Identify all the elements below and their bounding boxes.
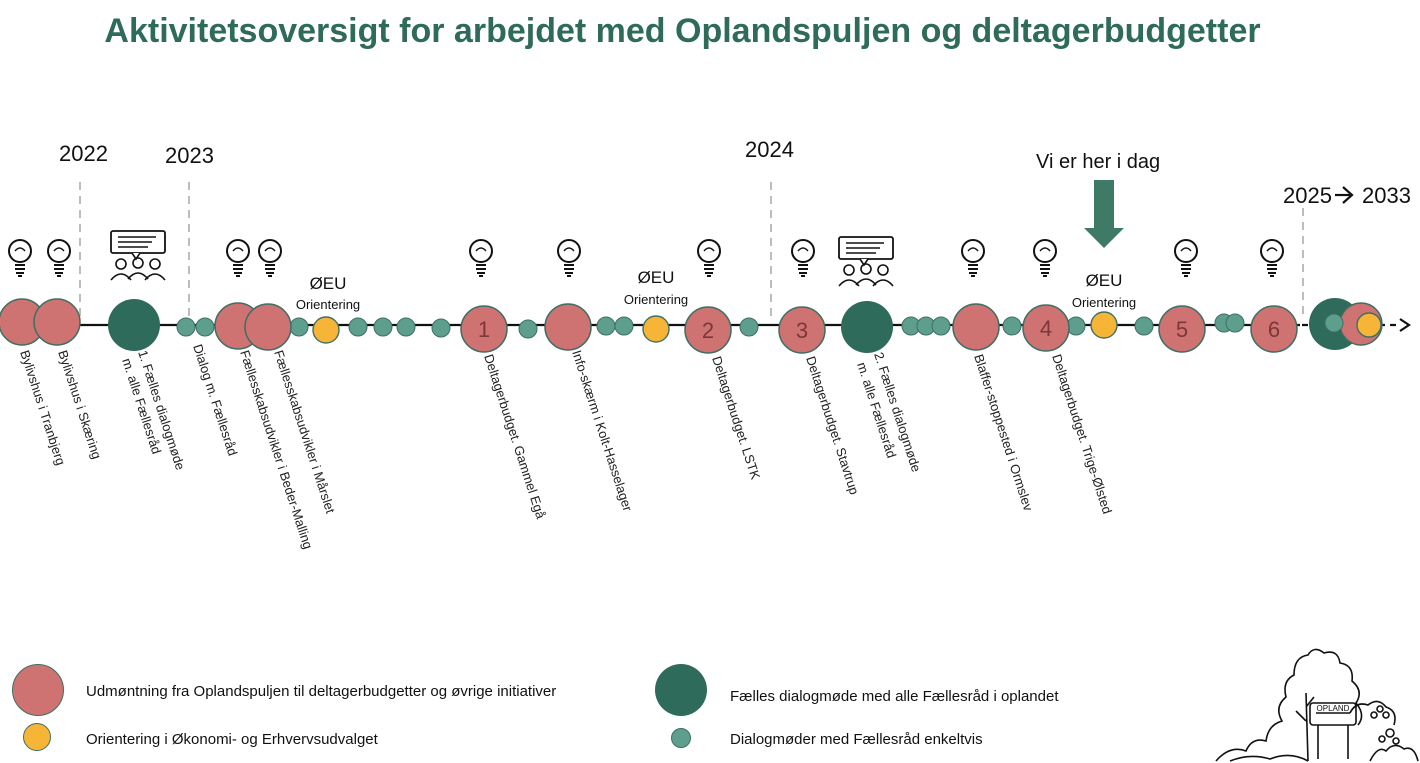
oeu-label: ØEU bbox=[1086, 271, 1123, 290]
faelles-dialogmoede-circle bbox=[108, 299, 160, 351]
lightbulb-icon bbox=[1174, 239, 1198, 277]
lightbulb-icon bbox=[557, 239, 581, 277]
dialog-dot bbox=[1134, 316, 1154, 336]
udmoentning-circle bbox=[684, 306, 732, 354]
dialog-dot bbox=[373, 317, 393, 337]
lightbulb-icon bbox=[8, 239, 32, 277]
year-2033: 2033 bbox=[1362, 183, 1411, 208]
lightbulb-icon bbox=[258, 239, 282, 277]
udmoentning-circle bbox=[1158, 305, 1206, 353]
meeting-speech-icon bbox=[838, 236, 894, 287]
orientering-label: Orientering bbox=[624, 292, 688, 307]
dialog-dot bbox=[596, 316, 616, 336]
dialog-dot bbox=[739, 317, 759, 337]
legend-udmoentning-swatch bbox=[12, 664, 64, 716]
dialog-dot bbox=[289, 317, 309, 337]
dialog-dot bbox=[195, 317, 215, 337]
event-label: Deltagerbudget. Trige-Ølsted bbox=[1049, 352, 1115, 515]
event-label: Dialog m. Fællesråd bbox=[190, 342, 240, 457]
dialog-dot bbox=[1002, 316, 1022, 336]
udmoentning-circle bbox=[460, 305, 508, 353]
page-title: Aktivitetsoversigt for arbejdet med Opla… bbox=[104, 12, 1261, 50]
udmoentning-circle bbox=[33, 298, 81, 346]
legend-faelles-text: Fælles dialogmøde med alle Fællesråd i o… bbox=[730, 688, 1059, 705]
oeu-label: ØEU bbox=[638, 268, 675, 287]
orientering-dot bbox=[1356, 312, 1382, 338]
event-label: Info-skærm i Kolt-Hasselager bbox=[569, 348, 635, 513]
lightbulb-icon bbox=[47, 239, 71, 277]
legend-orientering-text: Orientering i Økonomi- og Erhvervsudvalg… bbox=[86, 731, 378, 748]
down-arrow-icon bbox=[1084, 180, 1124, 248]
number-2: 2 bbox=[702, 318, 714, 343]
right-arrow-icon bbox=[1335, 186, 1354, 204]
legend-faelles-swatch bbox=[655, 664, 707, 716]
event-label: Deltagerbudget. LSTK bbox=[709, 354, 763, 481]
year-2025: 2025 bbox=[1283, 183, 1332, 208]
dialog-dot bbox=[614, 316, 634, 336]
meeting-speech-icon bbox=[110, 230, 166, 281]
dialog-dots bbox=[176, 313, 1245, 339]
number-5: 5 bbox=[1176, 317, 1188, 342]
orientering-dot bbox=[642, 315, 670, 343]
orientering-dot bbox=[1090, 311, 1118, 339]
number-1: 1 bbox=[478, 317, 490, 342]
year-2024: 2024 bbox=[745, 137, 794, 162]
year-2023: 2023 bbox=[165, 143, 214, 168]
oeu-label: ØEU bbox=[310, 274, 347, 293]
event-label: Fællesskabsudvikler i Mårslet bbox=[271, 348, 338, 515]
legend-dialog-swatch bbox=[671, 728, 691, 748]
dialog-dot bbox=[931, 316, 951, 336]
udmoentning-circle bbox=[1250, 305, 1298, 353]
timeline-arrowhead bbox=[1399, 318, 1411, 332]
legend-udmoentning-text: Udmøntning fra Oplandspuljen til deltage… bbox=[86, 683, 557, 700]
udmoentning-circle bbox=[952, 303, 1000, 351]
lightbulb-icon bbox=[1033, 239, 1057, 277]
dialog-dot bbox=[176, 317, 196, 337]
udmoentning-circle bbox=[778, 306, 826, 354]
faelles-dialogmoede-circle bbox=[841, 301, 893, 353]
lightbulb-icon bbox=[226, 239, 250, 277]
dialog-dot bbox=[431, 318, 451, 338]
legend-dialog-text: Dialogmøder med Fællesråd enkeltvis bbox=[730, 731, 983, 748]
logo-text: OPLAND bbox=[1317, 704, 1350, 713]
dialog-dot bbox=[518, 319, 538, 339]
number-4: 4 bbox=[1040, 316, 1052, 341]
udmoentning-circle bbox=[544, 303, 592, 351]
orientering-label: Orientering bbox=[296, 297, 360, 312]
timeline-diagram: 2022 2023 2024 2025 2033 Vi er her i dag… bbox=[0, 137, 1411, 551]
legend-orientering-swatch bbox=[23, 723, 51, 751]
udmoentning-circle bbox=[1022, 304, 1070, 352]
lightbulb-icon bbox=[961, 239, 985, 277]
dialog-dot bbox=[396, 317, 416, 337]
number-6: 6 bbox=[1268, 317, 1280, 342]
lightbulb-icon bbox=[791, 239, 815, 277]
here-marker-label: Vi er her i dag bbox=[1036, 151, 1160, 173]
orientering-label: Orientering bbox=[1072, 295, 1136, 310]
orientering-dot bbox=[312, 316, 340, 344]
dialog-dot bbox=[348, 317, 368, 337]
lightbulb-icon bbox=[1260, 239, 1284, 277]
dialog-dot bbox=[1066, 316, 1086, 336]
event-label: Deltagerbudget. Stavtrup bbox=[803, 354, 862, 496]
udmoentning-circle bbox=[244, 303, 292, 351]
year-2022: 2022 bbox=[59, 141, 108, 166]
event-label: Deltagerbudget. Gammel Egå bbox=[481, 352, 549, 521]
dialog-dot bbox=[1225, 313, 1245, 333]
lightbulb-icon bbox=[469, 239, 493, 277]
dialog-dot bbox=[1324, 313, 1344, 333]
opland-logo-icon: OPLAND bbox=[1215, 648, 1419, 762]
number-3: 3 bbox=[796, 318, 808, 343]
event-label: Blaffer-stoppested i Ormslev bbox=[971, 352, 1036, 513]
lightbulb-icon bbox=[697, 239, 721, 277]
